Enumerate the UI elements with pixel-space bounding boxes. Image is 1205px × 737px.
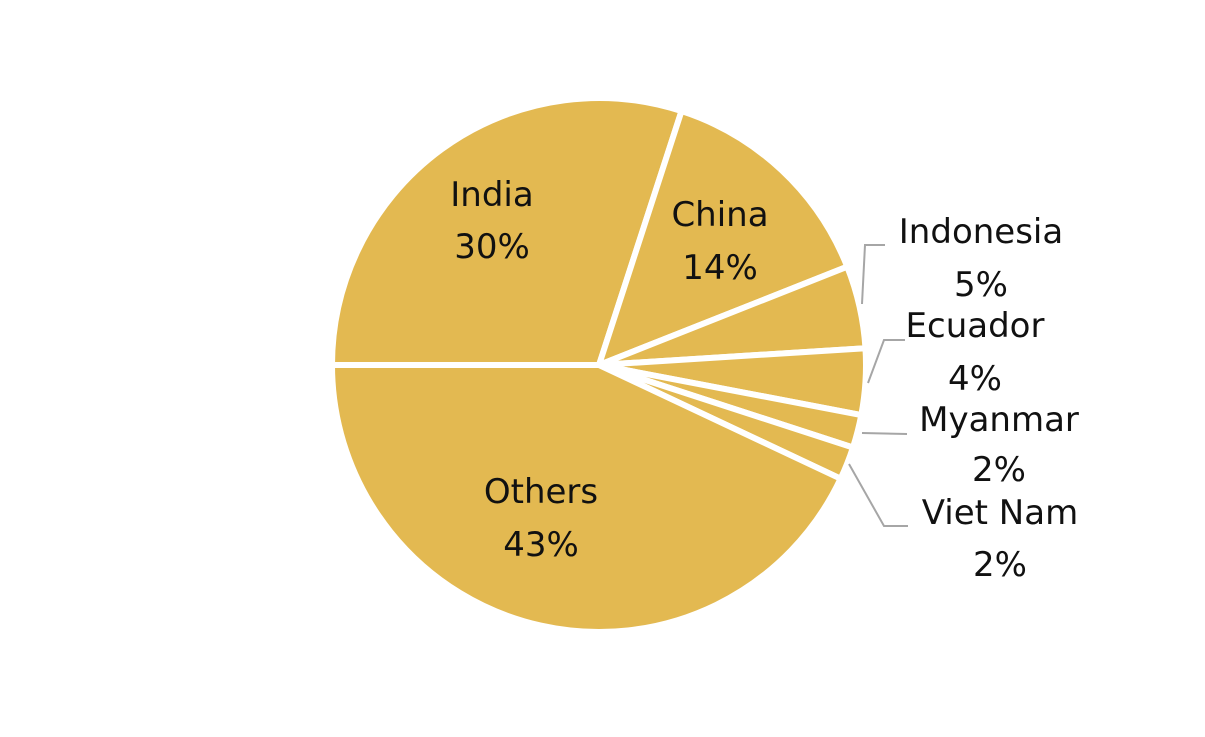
slice-label-myanmar: Myanmar: [919, 400, 1079, 440]
slice-label-others: Others: [484, 472, 598, 512]
leader-lines: [848, 244, 908, 527]
slice-label-china: China: [671, 195, 768, 235]
slice-value-viet-nam: 2%: [973, 545, 1027, 585]
slice-label-india: India: [450, 175, 533, 215]
slice-value-myanmar: 2%: [972, 450, 1026, 490]
pie-slice-others: [329, 362, 844, 635]
slice-label-ecuador: Ecuador: [906, 306, 1045, 346]
slice-label-indonesia: Indonesia: [899, 212, 1063, 252]
slice-value-china: 14%: [682, 248, 758, 288]
slice-value-indonesia: 5%: [954, 265, 1008, 305]
leader-line-ecuador: [867, 339, 905, 384]
slice-labels: India 30% China 14% Indonesia 5%Ecuador 4%Myan…: [450, 175, 1079, 585]
pie-slices: [329, 95, 869, 635]
leader-line-indonesia: [861, 244, 885, 305]
pie-slice-china: [596, 108, 851, 368]
leader-line-viet-nam: [848, 463, 908, 527]
slice-value-others: 43%: [503, 525, 579, 565]
leader-line-myanmar: [861, 432, 908, 435]
slice-value-ecuador: 4%: [948, 359, 1002, 399]
pie-slice-india: [329, 95, 685, 368]
slice-value-india: 30%: [454, 227, 530, 267]
slice-label-viet-nam: Viet Nam: [922, 493, 1078, 533]
